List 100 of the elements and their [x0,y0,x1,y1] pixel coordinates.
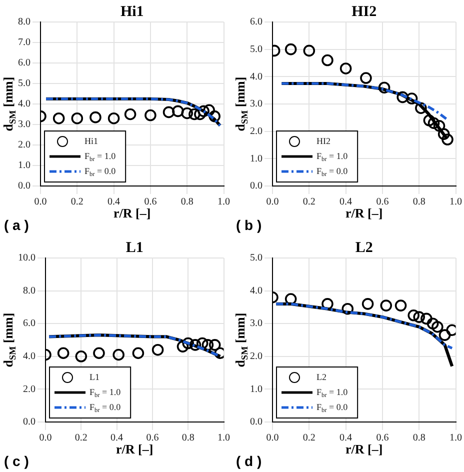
point [182,337,194,350]
point [438,128,450,140]
x-axis-title: r/R [–] [116,441,154,456]
y-tick-label: 0.0 [250,416,262,428]
y-tick-label: 2.0 [23,384,36,395]
y-tick-label: 1.0 [250,153,262,164]
point [426,318,439,330]
x-tick-label: 0.4 [110,432,124,444]
y-tick-label: 3.0 [250,98,262,110]
point [303,44,316,57]
y-tick-label: 7.0 [18,37,30,48]
point [396,91,409,104]
point [378,82,390,94]
x-tick-label: 0.6 [144,196,157,208]
x-tick-label: 0.2 [74,432,88,444]
point [340,62,352,74]
point [112,348,124,361]
point [71,112,84,124]
point [413,311,425,323]
x-tick-label: 0.0 [266,432,279,444]
point [284,43,297,56]
point [202,339,214,351]
chart-title: L2 [355,240,373,256]
y-tick-label: 6.0 [250,16,262,28]
legend-label: Hi1 [84,136,98,146]
x-tick-label: 0.6 [376,196,389,208]
x-tick-label: 1.0 [450,196,462,208]
x-tick-label: 0.8 [412,432,426,444]
x-tick-label: 0.8 [182,432,194,444]
point [172,105,184,118]
x-tick-label: 0.8 [412,196,426,208]
y-tick-label: 6.0 [18,58,30,69]
point [198,105,210,118]
x-axis-title: r/R [–] [346,205,383,220]
legend-label: L1 [90,372,100,382]
point [362,298,374,310]
y-tick-label: 5.0 [18,78,30,90]
point [415,102,427,114]
y-tick-label: 4.0 [23,351,36,362]
x-tick-label: 0.4 [340,432,352,444]
text: ( d ) [236,452,262,469]
y-tick-label: 0.0 [250,180,262,192]
point [208,339,221,351]
point [406,92,418,104]
y-tick-label: 3.0 [250,318,262,330]
y-tick-label: 6.0 [23,318,36,330]
point [189,339,202,351]
x-tick-label: 0.4 [340,196,352,208]
x-axis-title: r/R [–] [346,441,383,456]
y-tick-label: 2.0 [250,126,262,137]
point [208,110,220,122]
y-axis-title: dSM [mm] [232,312,250,368]
point [432,320,444,333]
x-axis-title: r/R [–] [114,205,151,220]
y-tick-label: 0.0 [23,416,36,428]
y-tick-label: 4.0 [250,71,262,82]
x-tick-label: 0.6 [376,432,389,444]
y-tick-label: 3.0 [18,119,30,130]
point [188,108,200,120]
text: ( a ) [4,216,29,233]
x-tick-label: 0.0 [39,432,52,444]
y-tick-label: 10.0 [18,252,36,264]
text: ( b ) [236,216,262,233]
x-tick-label: 1.0 [218,196,230,208]
x-tick-label: 1.0 [218,432,230,444]
point [433,120,446,132]
point [322,54,334,66]
point [144,109,156,122]
x-tick-label: 0.2 [302,432,316,444]
line-series [280,82,450,122]
y-tick-label: 5.0 [250,252,262,264]
x-tick-label: 0.2 [70,196,84,208]
y-tick-label: 4.0 [250,285,262,296]
chart-title: L1 [126,240,144,256]
y-tick-label: 4.0 [18,98,30,110]
point [108,112,120,124]
x-tick-label: 0.2 [302,196,316,208]
point [420,312,432,325]
point [394,300,407,312]
y-tick-label: 8.0 [23,285,36,296]
y-axis-title: dSM [mm] [0,76,18,132]
point [90,111,102,124]
point [442,134,454,146]
y-axis-title: dSM [mm] [232,76,250,132]
point [181,107,193,120]
x-tick-label: 1.0 [450,432,462,444]
point [342,302,354,315]
y-tick-label: 1.0 [18,160,30,172]
point [57,347,70,360]
y-tick-label: 2.0 [18,140,30,151]
point [408,310,420,322]
point [52,112,65,124]
chart-title: Hi1 [120,4,144,20]
point [380,300,392,312]
y-tick-label: 1.0 [250,384,262,395]
legend-label: L2 [316,372,326,382]
point [75,350,88,362]
x-tick-label: 0.0 [266,196,279,208]
y-tick-label: 2.0 [250,351,262,362]
y-tick-label: 8.0 [18,16,30,28]
